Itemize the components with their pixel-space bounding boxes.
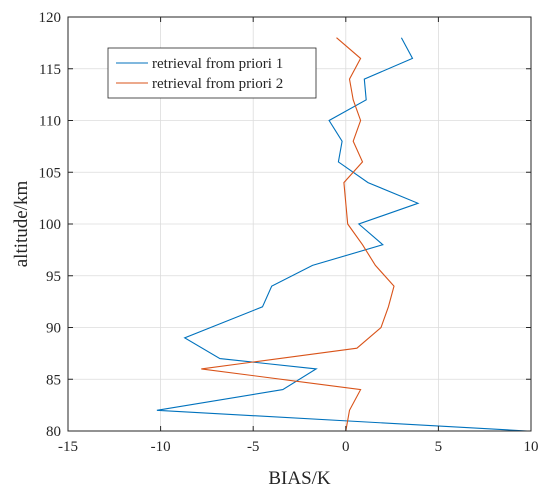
y-tick-label: 85 bbox=[46, 372, 61, 388]
x-tick-label: -15 bbox=[58, 439, 78, 455]
series-line-1 bbox=[156, 37, 528, 432]
y-tick-label: 80 bbox=[46, 424, 61, 440]
x-tick-label: 5 bbox=[435, 439, 443, 455]
x-tick-label: -5 bbox=[247, 439, 260, 455]
x-axis-label: BIAS/K bbox=[268, 468, 331, 489]
y-axis-label: altitude/km bbox=[11, 181, 32, 268]
legend-label-priori-1: retrieval from priori 1 bbox=[152, 56, 283, 72]
ticks: -15 -10 -5 0 5 10 80 85 90 95 100 105 110 115 120 bbox=[39, 10, 539, 455]
x-tick-label: 10 bbox=[524, 439, 539, 455]
x-tick-label: 0 bbox=[342, 439, 350, 455]
legend-label-priori-2: retrieval from priori 2 bbox=[152, 76, 283, 92]
x-tick-label: -10 bbox=[151, 439, 171, 455]
y-tick-label: 105 bbox=[39, 165, 62, 181]
series-line-2 bbox=[201, 37, 395, 432]
series-layer bbox=[156, 37, 528, 432]
y-tick-label: 110 bbox=[39, 114, 61, 130]
y-tick-label: 95 bbox=[46, 269, 61, 285]
y-tick-label: 120 bbox=[39, 10, 62, 26]
legend: retrieval from priori 1 retrieval from p… bbox=[107, 47, 317, 99]
y-tick-label: 115 bbox=[39, 62, 61, 78]
y-tick-label: 90 bbox=[46, 321, 61, 337]
y-tick-label: 100 bbox=[39, 217, 62, 233]
legend-box bbox=[107, 47, 317, 99]
